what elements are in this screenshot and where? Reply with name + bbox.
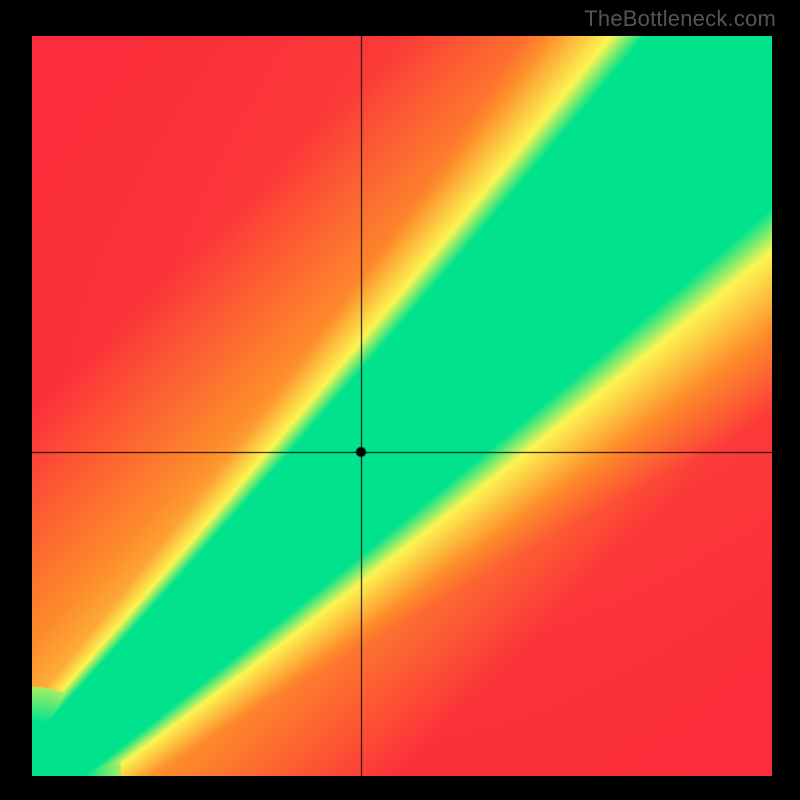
- watermark-text: TheBottleneck.com: [584, 6, 776, 32]
- bottleneck-heatmap: [32, 36, 772, 776]
